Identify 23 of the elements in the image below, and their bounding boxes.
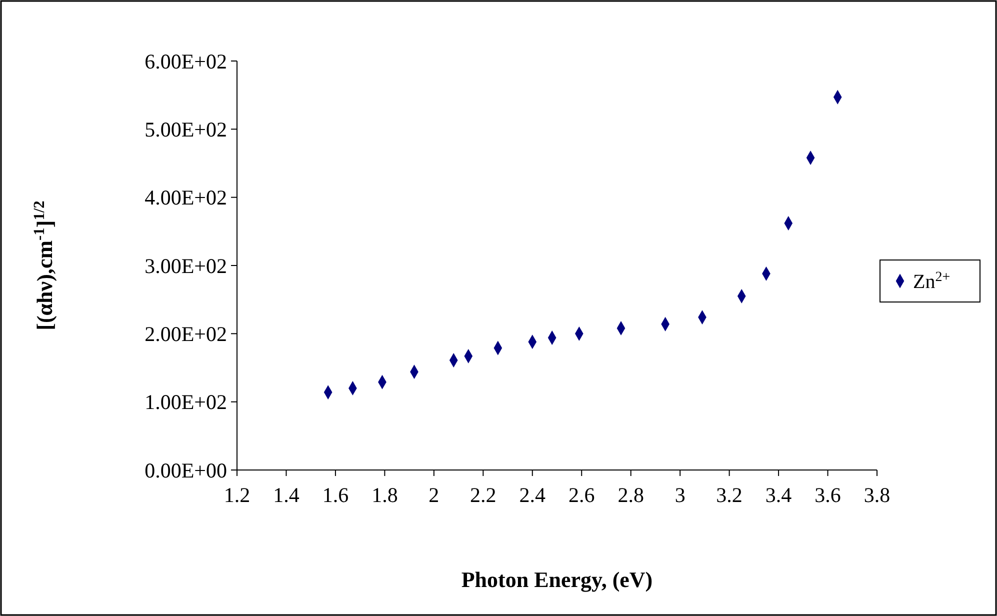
- x-tick-label: 3.2: [716, 483, 742, 507]
- y-tick-label: 1.00E+02: [144, 390, 227, 414]
- x-tick-label: 2.2: [470, 483, 496, 507]
- x-tick-label: 2: [428, 483, 440, 507]
- x-axis-title: Photon Energy, (eV): [461, 567, 653, 592]
- x-tick-label: 3.8: [864, 483, 890, 507]
- x-tick-label: 3: [674, 483, 686, 507]
- x-tick-label: 3.6: [814, 483, 841, 507]
- y-tick-label: 3.00E+02: [144, 254, 227, 278]
- x-tick-label: 2.6: [568, 483, 595, 507]
- x-tick-label: 1.4: [273, 483, 300, 507]
- y-tick-label: 6.00E+02: [144, 49, 227, 74]
- x-tick-label: 1.2: [224, 483, 250, 507]
- legend-label: Zn$^{2+}$: [913, 270, 950, 293]
- y-tick-label: 2.00E+02: [144, 322, 227, 346]
- x-tick-label: 2.8: [618, 483, 644, 507]
- x-tick-label: 1.8: [372, 483, 398, 507]
- y-tick-label: 5.00E+02: [144, 118, 227, 142]
- x-tick-label: 1.6: [322, 483, 349, 507]
- y-tick-label: 4.00E+02: [144, 186, 227, 210]
- x-tick-label: 2.4: [519, 483, 546, 507]
- y-tick-label: 0.00E+00: [144, 458, 227, 482]
- x-tick-label: 3.4: [765, 483, 792, 507]
